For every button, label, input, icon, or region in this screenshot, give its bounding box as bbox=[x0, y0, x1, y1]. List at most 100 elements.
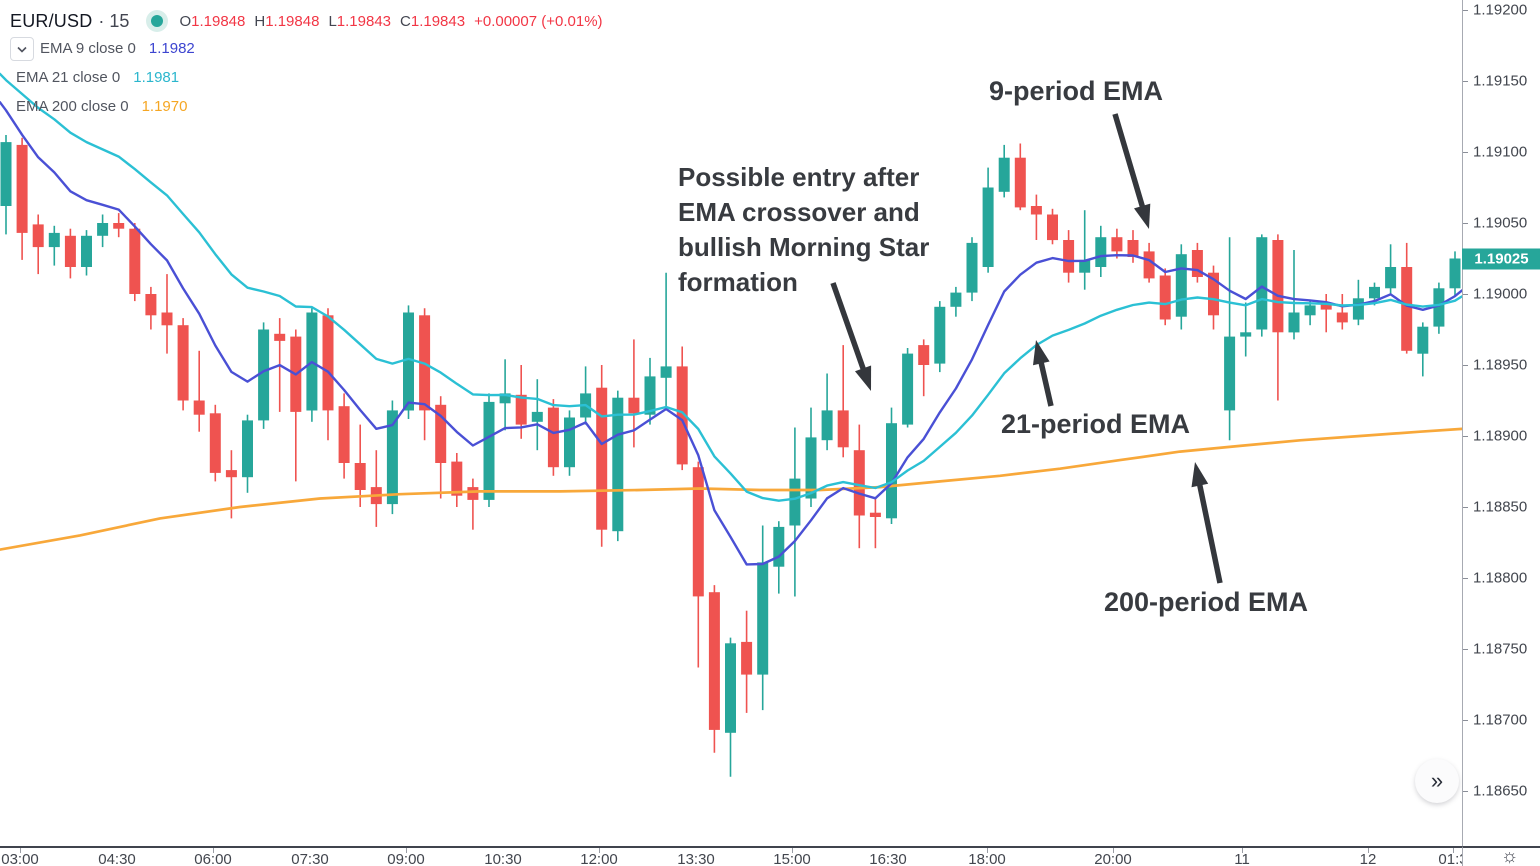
price-tick bbox=[1463, 649, 1468, 650]
candle-down bbox=[1127, 240, 1139, 257]
price-tick bbox=[1463, 578, 1468, 579]
candle-down bbox=[1208, 272, 1219, 316]
indicator-row-ema21[interactable]: EMA 21 close 0 1.1981 bbox=[10, 63, 612, 92]
candle-down bbox=[145, 294, 157, 316]
candle-down bbox=[193, 400, 205, 415]
time-tick-label: 12:00 bbox=[580, 851, 618, 866]
price-tick bbox=[1463, 81, 1468, 82]
candle-up bbox=[902, 353, 914, 425]
time-tick-label: 16:30 bbox=[869, 851, 907, 866]
price-tick-label: 1.18850 bbox=[1473, 498, 1528, 516]
candle-up bbox=[1288, 312, 1300, 333]
candle-up bbox=[886, 423, 897, 519]
time-tick bbox=[1368, 848, 1369, 853]
price-tick bbox=[1463, 791, 1468, 792]
candle-up bbox=[386, 410, 398, 505]
candle-up bbox=[757, 562, 769, 675]
candle-up bbox=[1240, 332, 1252, 337]
candle-down bbox=[1047, 214, 1058, 241]
candle-down bbox=[177, 325, 189, 401]
candle-up bbox=[612, 397, 624, 532]
time-tick bbox=[1113, 848, 1114, 853]
ema-9-line[interactable] bbox=[0, 101, 1462, 566]
candle-down bbox=[596, 387, 608, 530]
ema-21-line[interactable] bbox=[0, 72, 1462, 502]
gear-icon[interactable]: ☼ bbox=[1501, 846, 1519, 866]
candle-down bbox=[209, 413, 221, 473]
candle-down bbox=[708, 592, 720, 730]
candle-down bbox=[32, 224, 44, 248]
candle-down bbox=[129, 228, 141, 294]
time-tick bbox=[406, 848, 407, 853]
price-tick bbox=[1463, 294, 1468, 295]
candle-up bbox=[789, 478, 801, 526]
symbol-interval[interactable]: · 15 bbox=[98, 10, 130, 31]
candle-down bbox=[1111, 237, 1123, 252]
time-tick-label: 01:3 bbox=[1438, 851, 1462, 866]
candle-down bbox=[322, 315, 334, 411]
low-value: L1.19843 bbox=[328, 12, 392, 30]
candle-down bbox=[837, 410, 849, 448]
candle-up bbox=[1175, 254, 1187, 317]
candle-up bbox=[483, 401, 495, 500]
candle-down bbox=[467, 487, 479, 500]
candle-up bbox=[97, 223, 109, 236]
candle-down bbox=[853, 450, 865, 516]
candle-down bbox=[113, 223, 125, 229]
candle-up bbox=[48, 232, 60, 248]
market-status-dot bbox=[151, 15, 164, 27]
candle-down bbox=[515, 394, 527, 425]
price-axis[interactable]: 1.19025 1.19200 1.19150 1.19100 1.19050 1.19… bbox=[1462, 0, 1540, 846]
time-tick bbox=[987, 848, 988, 853]
candle-up bbox=[1433, 288, 1445, 327]
indicator-label: EMA 200 close 0 bbox=[16, 98, 129, 115]
price-tick-label: 1.19050 bbox=[1473, 214, 1528, 232]
candle-up bbox=[1256, 237, 1268, 330]
time-tick bbox=[1453, 848, 1454, 853]
candle-down bbox=[1014, 157, 1026, 208]
candles-series bbox=[0, 135, 1461, 777]
time-tick bbox=[213, 848, 214, 853]
candle-up bbox=[773, 526, 785, 567]
chart-canvas[interactable]: EUR/USD · 15 O1.19848 H1.19848 L1.19843 … bbox=[0, 0, 1462, 846]
collapse-indicators-button[interactable] bbox=[10, 36, 34, 61]
time-tick bbox=[792, 848, 793, 853]
candle-up bbox=[0, 142, 12, 206]
indicator-label: EMA 21 close 0 bbox=[16, 69, 121, 86]
candle-down bbox=[1336, 312, 1348, 323]
candle-up bbox=[966, 242, 978, 293]
price-tick bbox=[1463, 507, 1468, 508]
last-price-badge: 1.19025 bbox=[1462, 248, 1540, 269]
candle-up bbox=[821, 410, 833, 441]
symbol-title[interactable]: EUR/USD bbox=[10, 10, 93, 31]
time-tick-label: 04:30 bbox=[98, 851, 136, 866]
open-value: O1.19848 bbox=[179, 12, 246, 30]
candle-up bbox=[725, 643, 736, 733]
time-tick-label: 15:00 bbox=[773, 851, 811, 866]
indicator-row-ema200[interactable]: EMA 200 close 0 1.1970 bbox=[10, 92, 612, 121]
price-tick bbox=[1463, 152, 1468, 153]
indicator-value: 1.1982 bbox=[148, 40, 195, 57]
candle-up bbox=[1352, 298, 1364, 320]
time-tick-label: 13:30 bbox=[677, 851, 715, 866]
candle-up bbox=[805, 437, 817, 499]
symbol-row[interactable]: EUR/USD · 15 O1.19848 H1.19848 L1.19843 … bbox=[10, 8, 612, 34]
candle-down bbox=[918, 345, 930, 365]
candle-down bbox=[1143, 251, 1155, 279]
price-tick bbox=[1463, 365, 1468, 366]
candle-down bbox=[741, 641, 753, 675]
chart-legend: EUR/USD · 15 O1.19848 H1.19848 L1.19843 … bbox=[10, 8, 612, 121]
indicator-row-ema9[interactable]: EMA 9 close 0 1.1982 bbox=[10, 34, 612, 63]
time-axis[interactable]: 03:00 04:30 06:00 07:30 09:00 10:30 12:00 13:30… bbox=[0, 846, 1462, 866]
collapse-right-panel-button[interactable]: » bbox=[1415, 759, 1459, 803]
price-tick-label: 1.19200 bbox=[1473, 1, 1528, 19]
candle-down bbox=[161, 312, 173, 326]
time-tick-label: 12 bbox=[1359, 851, 1377, 866]
time-tick-label: 06:00 bbox=[194, 851, 232, 866]
change-value: +0.00007 (+0.01%) bbox=[474, 12, 603, 30]
candle-up bbox=[499, 393, 511, 404]
time-tick-label: 11 bbox=[1234, 851, 1250, 866]
indicator-value: 1.1981 bbox=[133, 69, 180, 86]
time-tick-label: 20:00 bbox=[1094, 851, 1132, 866]
price-tick-label: 1.18650 bbox=[1473, 782, 1528, 800]
